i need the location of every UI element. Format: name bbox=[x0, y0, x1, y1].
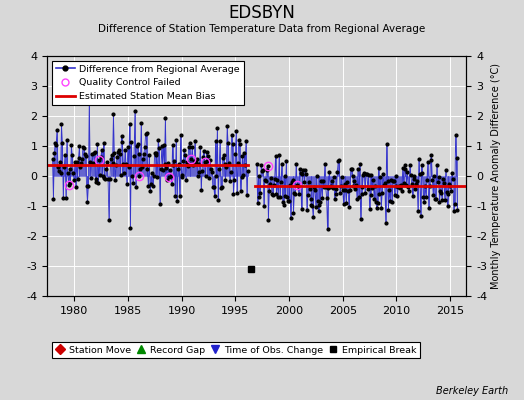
Y-axis label: Monthly Temperature Anomaly Difference (°C): Monthly Temperature Anomaly Difference (… bbox=[492, 63, 501, 289]
Text: Difference of Station Temperature Data from Regional Average: Difference of Station Temperature Data f… bbox=[99, 24, 425, 34]
Text: EDSBYN: EDSBYN bbox=[228, 4, 296, 22]
Legend: Station Move, Record Gap, Time of Obs. Change, Empirical Break: Station Move, Record Gap, Time of Obs. C… bbox=[52, 342, 420, 358]
Text: Berkeley Earth: Berkeley Earth bbox=[436, 386, 508, 396]
